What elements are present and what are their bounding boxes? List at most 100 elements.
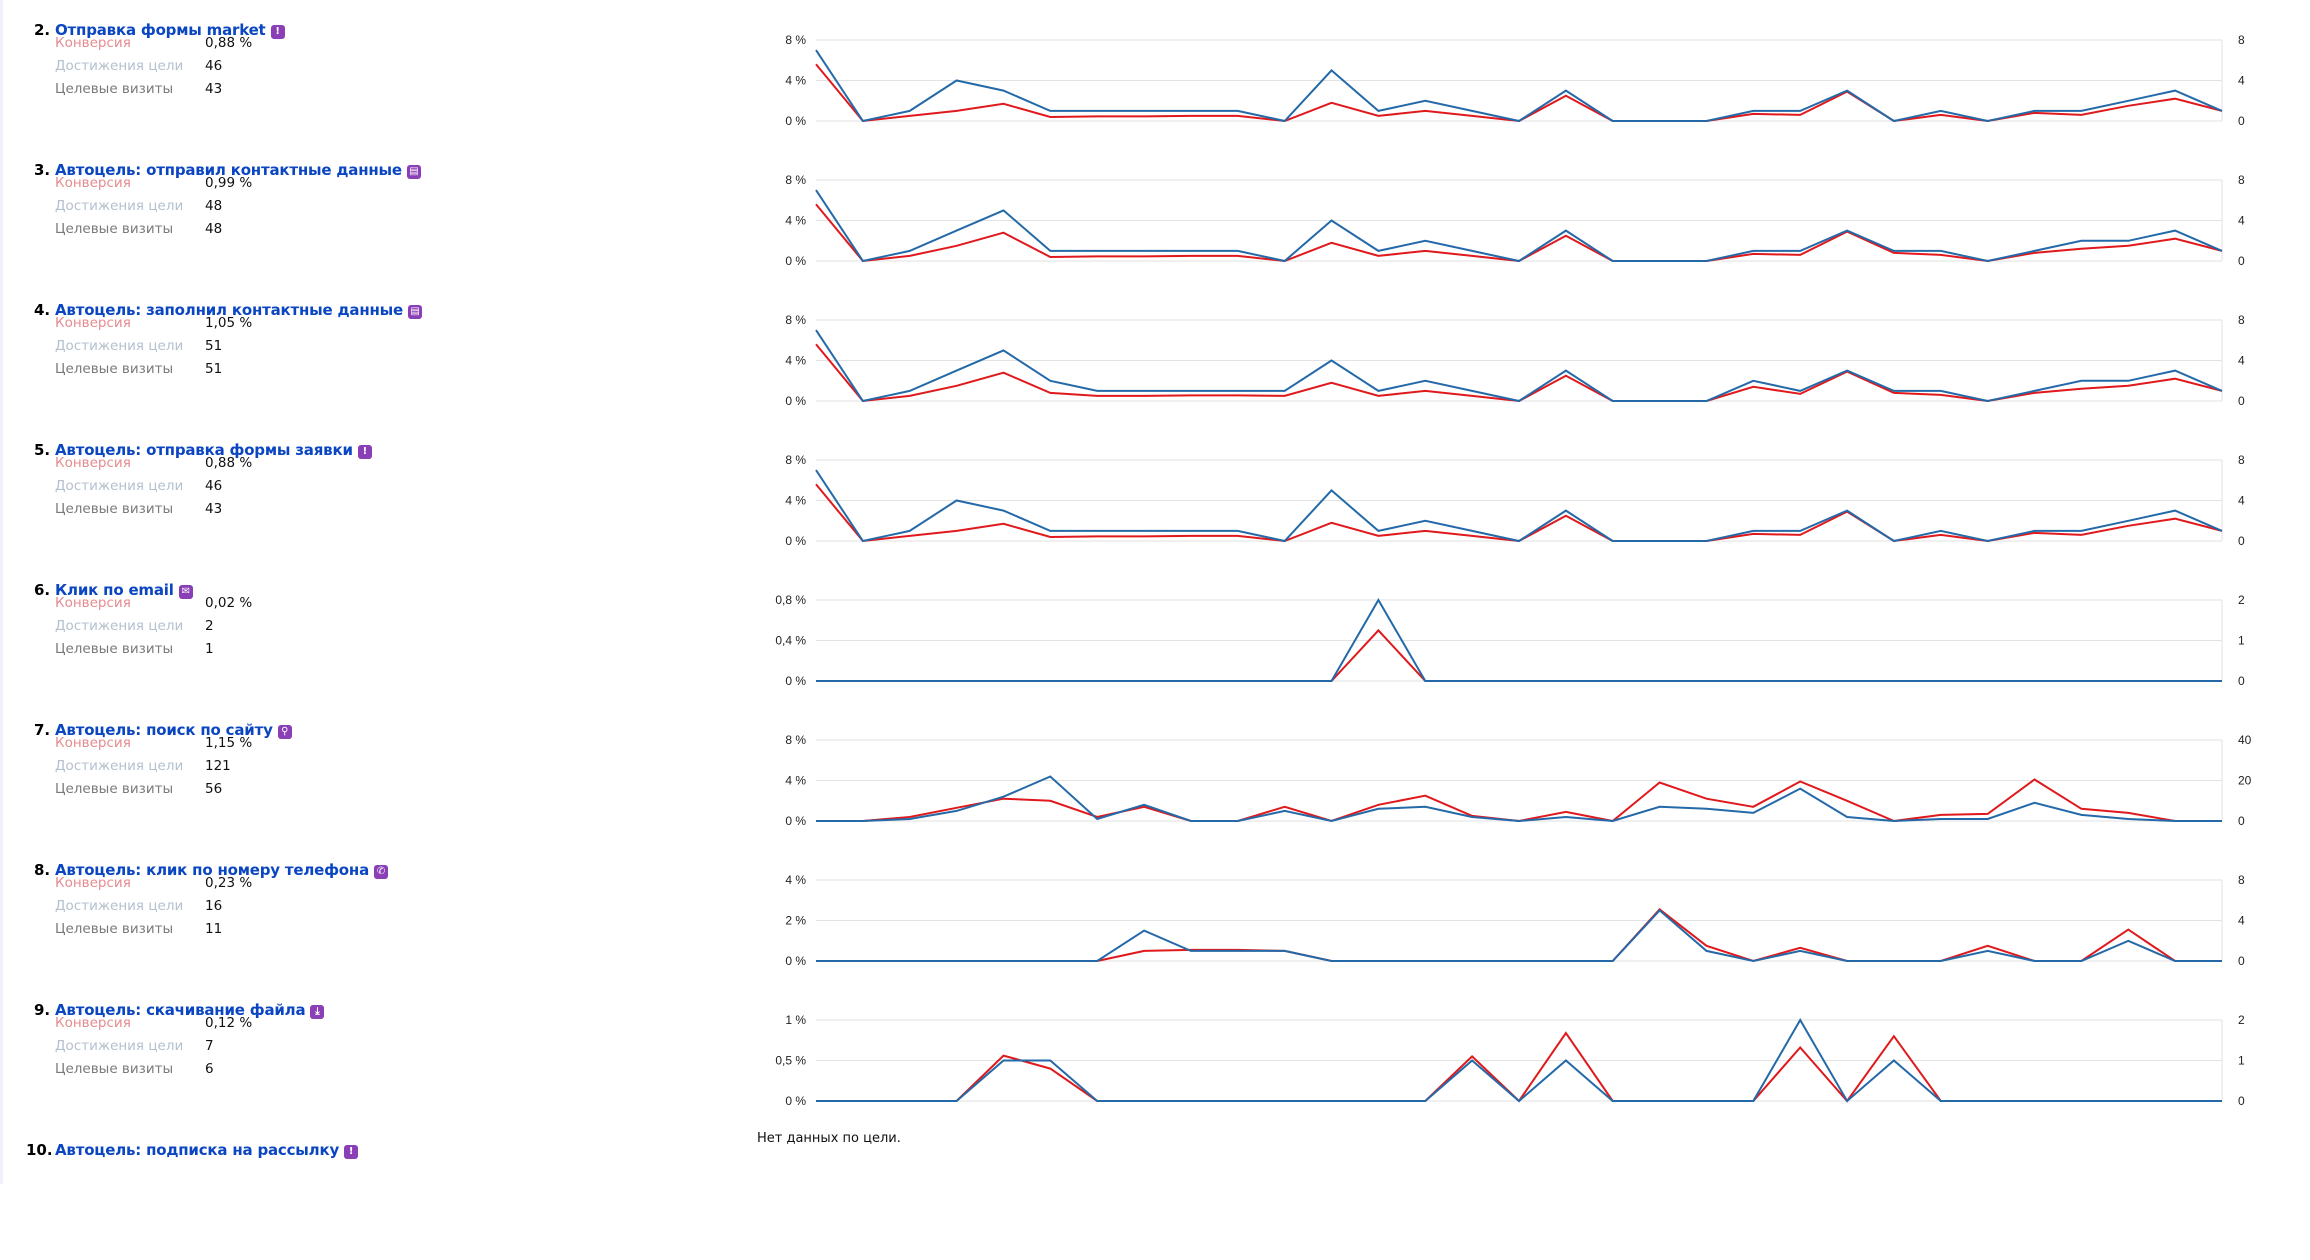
right-axis-tick-label: 8 (2238, 33, 2245, 47)
metric-value: 0,88 % (205, 35, 253, 51)
metric-value: 51 (205, 361, 223, 377)
right-axis-tick-label: 2 (2238, 1013, 2245, 1027)
metric-label: Целевые визиты (55, 921, 174, 937)
goal-title-link[interactable]: Автоцель: клик по номеру телефона ✆ (55, 860, 388, 880)
left-axis-tick-label: 4 % (785, 354, 806, 368)
goal-row: 7. Автоцель: поиск по сайту ⚲ Конверсия 1,15… (0, 700, 2310, 840)
goal-row: 2. Отправка формы market! Конверсия 0,88 % Д… (0, 0, 2310, 140)
goal-title-link[interactable]: Автоцель: отправил контактные данные ▤ (55, 160, 421, 180)
right-axis-tick-label: 4 (2238, 914, 2245, 928)
goal-title: Автоцель: отправка формы заявки (55, 441, 353, 459)
metric-label: Конверсия (55, 315, 131, 331)
left-axis-tick-label: 0 % (785, 394, 806, 408)
right-axis-tick-label: 8 (2238, 173, 2245, 187)
metric-value: 0,23 % (205, 875, 253, 891)
conversion-series-line (816, 908, 2222, 963)
metric-label: Конверсия (55, 1015, 131, 1031)
goal-number: 10. (26, 1141, 53, 1159)
metric-label: Достижения цели (55, 1038, 184, 1054)
metric-label: Конверсия (55, 735, 131, 751)
metric-label: Целевые визиты (55, 81, 174, 97)
metric-value: 0,88 % (205, 455, 253, 471)
conversion-series-line (815, 203, 2223, 263)
right-axis-tick-label: 4 (2238, 214, 2245, 228)
goal-row: 9. Автоцель: скачивание файла ⤓ Конверсия 0,… (0, 980, 2310, 1120)
conversion-chart: 0 % 0 2 % 4 4 % 8 (785, 873, 2245, 968)
left-axis-tick-label: 4 % (785, 873, 806, 887)
metric-value: 1,05 % (205, 315, 253, 331)
left-axis-tick-label: 8 % (785, 33, 806, 47)
metric-value: 43 (205, 81, 223, 97)
goal-title-link[interactable]: Отправка формы market! (55, 20, 285, 40)
exclamation-icon: ! (357, 445, 372, 459)
goal-title-link[interactable]: Автоцель: подписка на рассылку! (55, 1140, 359, 1160)
contact-card-icon: ▤ (406, 165, 421, 179)
left-axis-tick-label: 0 % (785, 954, 806, 968)
left-axis-tick-label: 0,5 % (775, 1054, 806, 1068)
goal-title-link[interactable]: Автоцель: скачивание файла ⤓ (55, 1000, 325, 1020)
conversion-chart: 0 % 0 0,4 % 1 0,8 % 2 (775, 593, 2245, 688)
left-axis-tick-label: 8 % (785, 453, 806, 467)
goal-title-link[interactable]: Автоцель: заполнил контактные данные ▤ (55, 300, 423, 320)
goal-title: Автоцель: клик по номеру телефона (55, 861, 369, 879)
metric-label: Конверсия (55, 595, 131, 611)
visits-series-line (815, 49, 2223, 123)
goal-number: 6. (34, 581, 51, 599)
right-axis-tick-label: 1 (2238, 1054, 2245, 1068)
metric-value: 16 (205, 898, 223, 914)
goal-title: Отправка формы market (55, 21, 266, 39)
left-axis-tick-label: 8 % (785, 173, 806, 187)
goal-number: 8. (34, 861, 51, 879)
metric-value: 1,15 % (205, 735, 253, 751)
metric-value: 46 (205, 58, 223, 74)
right-axis-tick-label: 0 (2238, 674, 2245, 688)
metric-label: Достижения цели (55, 618, 184, 634)
metric-label: Целевые визиты (55, 781, 174, 797)
goal-title-link[interactable]: Автоцель: отправка формы заявки! (55, 440, 372, 460)
metric-value: 48 (205, 198, 223, 214)
left-axis-tick-label: 0 % (785, 114, 806, 128)
right-axis-tick-label: 0 (2238, 1094, 2245, 1108)
left-axis-tick-label: 0 % (785, 814, 806, 828)
metric-label: Достижения цели (55, 478, 184, 494)
conversion-chart: 0 % 0 4 % 4 8 % 8 (785, 313, 2245, 408)
left-axis-tick-label: 0 % (785, 254, 806, 268)
metric-label: Достижения цели (55, 758, 184, 774)
right-axis-tick-label: 0 (2238, 394, 2245, 408)
metric-value: 46 (205, 478, 223, 494)
metric-label: Конверсия (55, 875, 131, 891)
email-icon: ✉ (178, 585, 193, 599)
goal-number: 5. (34, 441, 51, 459)
search-icon: ⚲ (277, 725, 292, 739)
goal-title-link[interactable]: Автоцель: поиск по сайту ⚲ (55, 720, 292, 740)
metric-value: 7 (205, 1038, 214, 1054)
metric-label: Достижения цели (55, 898, 184, 914)
goal-title: Автоцель: поиск по сайту (55, 721, 273, 739)
goal-number: 9. (34, 1001, 51, 1019)
left-axis-tick-label: 1 % (785, 1013, 806, 1027)
left-axis-tick-label: 8 % (785, 313, 806, 327)
right-axis-tick-label: 4 (2238, 74, 2245, 88)
right-axis-tick-label: 0 (2238, 114, 2245, 128)
goal-row: 4. Автоцель: заполнил контактные данные ▤ К… (0, 280, 2310, 420)
goal-title: Автоцель: подписка на рассылку (55, 1141, 340, 1159)
exclamation-icon: ! (270, 25, 285, 39)
metric-label: Достижения цели (55, 338, 184, 354)
metric-value: 0,02 % (205, 595, 253, 611)
metric-value: 56 (205, 781, 223, 797)
metric-value: 121 (205, 758, 231, 774)
right-axis-tick-label: 0 (2238, 814, 2245, 828)
visits-series-line (816, 909, 2222, 963)
metric-value: 6 (205, 1061, 214, 1077)
right-axis-tick-label: 8 (2238, 453, 2245, 467)
metric-label: Конверсия (55, 35, 131, 51)
metric-label: Конверсия (55, 455, 131, 471)
goal-title-link[interactable]: Клик по email ✉ (55, 580, 193, 600)
visits-series-line (815, 189, 2223, 263)
goal-number: 3. (34, 161, 51, 179)
metric-value: 48 (205, 221, 223, 237)
goal-number: 4. (34, 301, 51, 319)
right-axis-tick-label: 8 (2238, 873, 2245, 887)
left-axis-tick-label: 4 % (785, 494, 806, 508)
goal-title: Автоцель: отправил контактные данные (55, 161, 402, 179)
